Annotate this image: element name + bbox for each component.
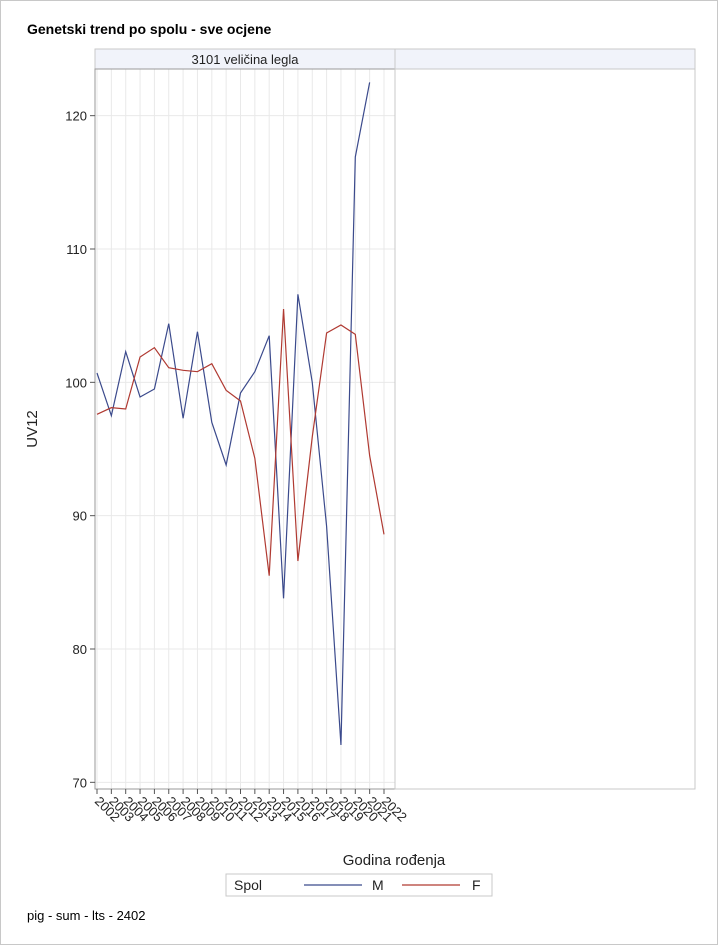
plot-area-1 [95, 69, 395, 789]
x-axis-label: Godina rođenja [343, 852, 446, 869]
y-tick-label: 100 [65, 375, 87, 390]
legend-label-M: M [372, 877, 384, 893]
footnote: pig - sum - lts - 2402 [27, 908, 146, 923]
plot-border-2 [394, 68, 696, 790]
y-axis-label: UV12 [24, 410, 41, 448]
series-line-M [96, 82, 371, 746]
series-line-F [96, 308, 385, 576]
panel-header-label-1: 3101 veličina legla [192, 52, 300, 67]
y-tick-label: 70 [73, 775, 87, 790]
y-tick-label: 80 [73, 642, 87, 657]
y-tick-label: 90 [73, 509, 87, 524]
chart-title: Genetski trend po spolu - sve ocjene [27, 21, 272, 37]
panel-header-2 [394, 48, 696, 70]
plot-area-2 [395, 69, 695, 789]
legend-label-F: F [472, 877, 481, 893]
y-tick-label: 120 [65, 109, 87, 124]
y-tick-label: 110 [66, 242, 87, 257]
legend-title: Spol [234, 877, 262, 893]
